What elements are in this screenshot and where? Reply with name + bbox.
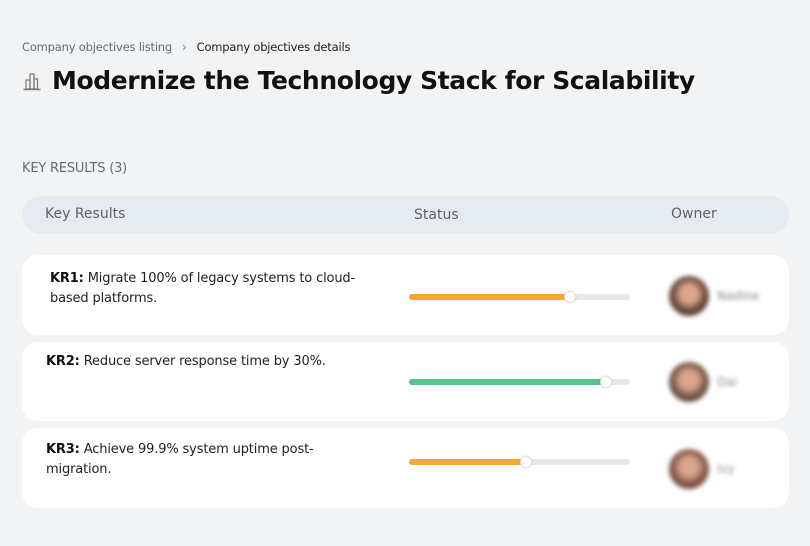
avatar	[669, 362, 709, 402]
slider-thumb[interactable]	[599, 376, 612, 388]
column-header-owner: Owner	[671, 206, 717, 222]
key-result-text: Migrate 100% of legacy systems to cloud-…	[50, 271, 356, 306]
owner-name: Dai	[717, 375, 737, 389]
key-result-row[interactable]: KR3: Achieve 99.9% system uptime post-mi…	[22, 428, 789, 508]
key-result-id: KR3:	[46, 442, 80, 457]
avatar	[669, 449, 709, 489]
column-header-status: Status	[414, 207, 459, 223]
progress-fill	[409, 294, 571, 300]
key-result-text: Achieve 99.9% system uptime post-migrati…	[46, 442, 314, 477]
breadcrumb-link-listing[interactable]: Company objectives listing	[22, 40, 172, 54]
key-results-table-header: Key Results Status Owner	[22, 196, 789, 234]
page-title: Modernize the Technology Stack for Scala…	[52, 66, 695, 95]
key-results-section-label: KEY RESULTS (3)	[22, 161, 128, 176]
key-result-row[interactable]: KR1: Migrate 100% of legacy systems to c…	[22, 255, 789, 335]
owner-name: Ivy	[717, 462, 735, 476]
slider-thumb[interactable]	[520, 456, 533, 468]
breadcrumb-current-details: Company objectives details	[196, 40, 351, 54]
status-progress-slider[interactable]	[409, 376, 630, 388]
avatar	[669, 276, 709, 316]
status-progress-slider[interactable]	[409, 291, 630, 303]
key-result-id: KR1:	[50, 271, 84, 286]
owner-name: Nadine	[717, 289, 760, 303]
breadcrumb: Company objectives listing › Company obj…	[22, 40, 350, 54]
key-result-description: KR2: Reduce server response time by 30%.	[46, 352, 366, 372]
key-result-description: KR1: Migrate 100% of legacy systems to c…	[50, 269, 370, 309]
key-result-id: KR2:	[46, 354, 80, 369]
owner[interactable]: Ivy	[669, 449, 735, 489]
key-result-text: Reduce server response time by 30%.	[79, 354, 326, 369]
chevron-right-icon: ›	[182, 40, 187, 54]
progress-fill	[409, 379, 606, 385]
key-result-description: KR3: Achieve 99.9% system uptime post-mi…	[46, 440, 366, 480]
owner[interactable]: Nadine	[669, 276, 759, 316]
title-row: Modernize the Technology Stack for Scala…	[22, 66, 695, 95]
column-header-key-results: Key Results	[45, 206, 126, 222]
owner[interactable]: Dai	[669, 362, 737, 402]
key-result-row[interactable]: KR2: Reduce server response time by 30%.…	[22, 342, 789, 421]
progress-fill	[409, 459, 527, 465]
buildings-icon	[22, 70, 42, 92]
status-progress-slider[interactable]	[409, 456, 630, 468]
slider-thumb[interactable]	[564, 291, 577, 303]
